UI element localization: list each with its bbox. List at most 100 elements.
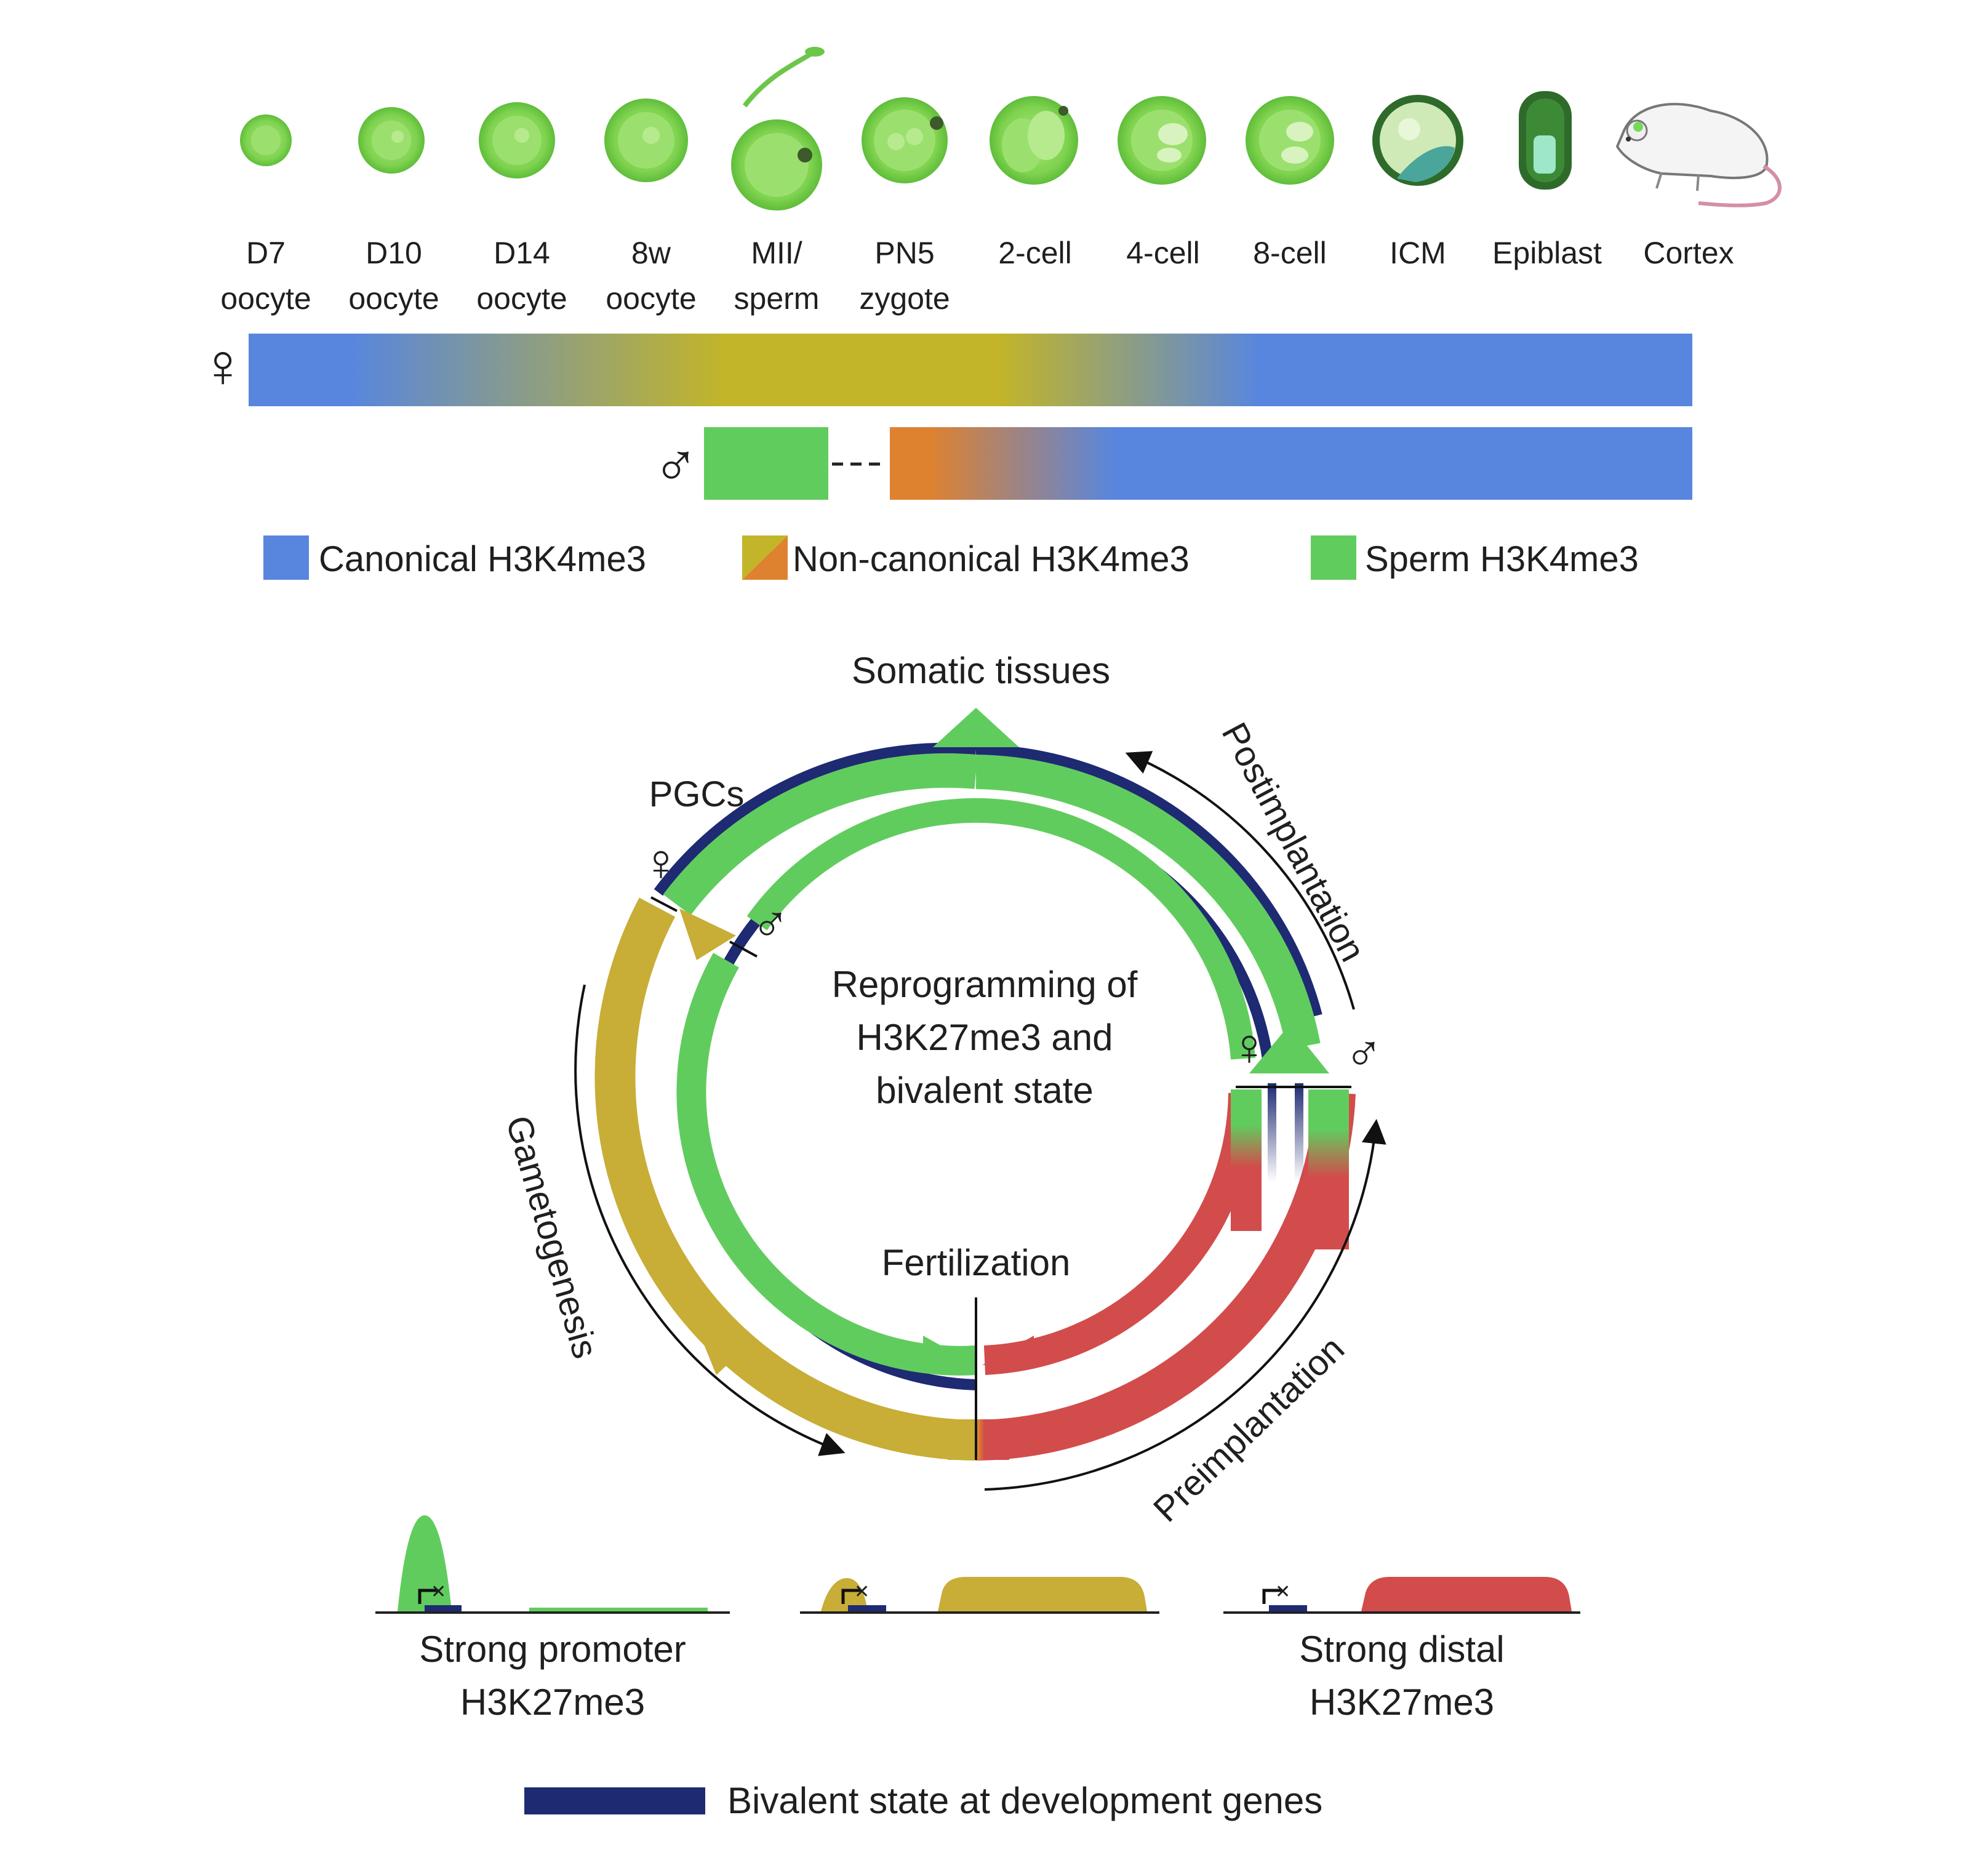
zygote-icon: [862, 97, 948, 183]
gene-body: [425, 1605, 462, 1611]
outer-bivalent-ring-left: [654, 742, 977, 896]
female-symbol: ♀: [200, 331, 246, 400]
eight-cell-embryo-icon: [1246, 96, 1334, 185]
legend-label: Canonical H3K4me3: [319, 539, 646, 579]
pattern-left-line2: H3K27me3: [460, 1682, 645, 1723]
tss-x-icon: ✕: [854, 1582, 870, 1602]
right-bivalent-fade-b: [1295, 1083, 1303, 1182]
stage-label: PN5: [874, 236, 934, 270]
right-transition-inner: [1231, 1089, 1262, 1231]
right-bivalent-fade-a: [1268, 1083, 1276, 1182]
blastocyst-icon: [1372, 95, 1463, 186]
stage-label: 4-cell: [1126, 236, 1199, 270]
center-line-3: bivalent state: [876, 1070, 1094, 1111]
gametogenesis-arrow: [574, 984, 846, 1456]
stage-icons: [240, 47, 1782, 210]
male-symbol-right: ♂: [1345, 1024, 1383, 1082]
female-symbol-right: ♀: [1230, 1018, 1269, 1076]
pattern-right-line2: H3K27me3: [1310, 1682, 1494, 1723]
low-distal-signal: [529, 1608, 708, 1611]
four-cell-embryo-icon: [1118, 96, 1206, 185]
stage-label: MII/: [751, 236, 802, 270]
pattern-right-line1: Strong distal: [1299, 1629, 1505, 1670]
stage-label-sub: oocyte: [220, 281, 311, 316]
male-sperm-h3k4me3-bar: [704, 427, 828, 500]
outer-bivalent-ring: [975, 744, 1322, 1017]
stage-labels: D7 oocyte D10 oocyte D14 oocyte 8w oocyt…: [220, 236, 1734, 316]
stage-label-sub: oocyte: [348, 281, 439, 316]
stage-label: 8w: [631, 236, 671, 270]
legend-swatch-sperm: [1311, 535, 1356, 580]
somatic-tissues-label: Somatic tissues: [852, 650, 1110, 691]
outer-green-band-left: [663, 753, 978, 915]
legend-top: Canonical H3K4me3 Non-canonical H3K4me3 …: [263, 535, 1639, 580]
stage-label: Cortex: [1643, 236, 1734, 270]
gametogenesis-band: [594, 897, 977, 1461]
stage-label-sub: oocyte: [476, 281, 567, 316]
promoter-peak: [398, 1515, 452, 1611]
gametogenesis-label: Gametogenesis: [498, 1112, 606, 1363]
female-symbol-pgc: ♀: [642, 833, 681, 891]
stage-label-sub: zygote: [859, 281, 950, 316]
right-up-arrowhead: [1249, 1024, 1329, 1073]
cycle-diagram: Somatic tissues PGCs ♀ ♂ ♀ ♂ Reprogrammi…: [498, 650, 1386, 1529]
legend-swatch-bivalent: [524, 1787, 705, 1814]
center-line-2: H3K27me3 and: [857, 1017, 1113, 1058]
male-symbol-pgc: ♂: [751, 895, 790, 953]
male-symbol: ♂: [653, 431, 699, 500]
female-h3k4me3-bar: [249, 334, 1692, 406]
epiblast-icon: [1519, 91, 1572, 190]
inner-green-band-top: [746, 798, 1255, 1060]
gametogenesis-arrowhead: [695, 1323, 752, 1375]
stage-label: ICM: [1390, 236, 1446, 270]
legend-label: Non-canonical H3K4me3: [793, 539, 1190, 579]
two-cell-embryo-icon: [990, 96, 1078, 185]
intermediate-distal-domain: [938, 1577, 1147, 1611]
legend-swatch-canonical: [263, 535, 309, 580]
preimplantation-band-inner: [983, 1092, 1258, 1375]
outer-green-band: [975, 755, 1321, 1050]
fertilization-label: Fertilization: [882, 1242, 1071, 1283]
legend-swatch-noncanonical-b: [742, 535, 788, 580]
inner-green-band: [676, 953, 977, 1376]
male-h3k4me3-bar: [890, 427, 1692, 500]
preimplantation-arrow: [984, 1119, 1386, 1491]
stage-label: D7: [246, 236, 286, 270]
tss-arrow-icon: [418, 1589, 438, 1604]
left-boundary-line-b: [729, 940, 758, 958]
oocyte-d10-icon: [358, 107, 425, 174]
gene-body: [1269, 1605, 1307, 1611]
legend-bottom-label: Bivalent state at development genes: [727, 1780, 1322, 1821]
pgcs-label: PGCs: [649, 774, 745, 814]
stage-label: 2-cell: [998, 236, 1071, 270]
stage-label: D10: [366, 236, 422, 270]
pattern-intermediate: ✕: [800, 1577, 1159, 1614]
stage-label: Epiblast: [1492, 236, 1602, 270]
tss-arrow-icon: [1262, 1589, 1282, 1604]
legend-bottom: Bivalent state at development genes: [524, 1780, 1322, 1821]
tss-x-icon: ✕: [431, 1582, 446, 1602]
mouse-icon: [1615, 103, 1782, 207]
stage-label-sub: oocyte: [606, 281, 696, 316]
right-transition-outer: [1308, 1089, 1349, 1249]
center-line-1: Reprogramming of: [832, 964, 1138, 1005]
distal-domain: [1361, 1577, 1572, 1611]
stage-label: D14: [494, 236, 550, 270]
bottom-blend: [948, 1419, 1009, 1460]
oocyte-d7-icon: [240, 114, 292, 166]
tss-arrow-icon: [841, 1589, 862, 1604]
stage-label-sub: sperm: [734, 281, 820, 316]
pattern-promoter: ✕ Strong promoter H3K27me3: [375, 1515, 730, 1723]
postimplantation-arrow: [1125, 751, 1355, 1010]
pattern-distal: ✕ Strong distal H3K27me3: [1223, 1577, 1580, 1723]
somatic-arrowhead: [933, 708, 1019, 747]
pattern-left-line1: Strong promoter: [419, 1629, 686, 1670]
pgc-arrowhead: [679, 908, 736, 960]
fertilization-left-tip: [923, 1336, 976, 1365]
mii-sperm-icon: [731, 47, 825, 210]
stage-label: 8-cell: [1253, 236, 1326, 270]
tss-x-icon: ✕: [1275, 1582, 1290, 1602]
gene-body: [848, 1605, 886, 1611]
left-boundary-line-a: [650, 896, 678, 912]
